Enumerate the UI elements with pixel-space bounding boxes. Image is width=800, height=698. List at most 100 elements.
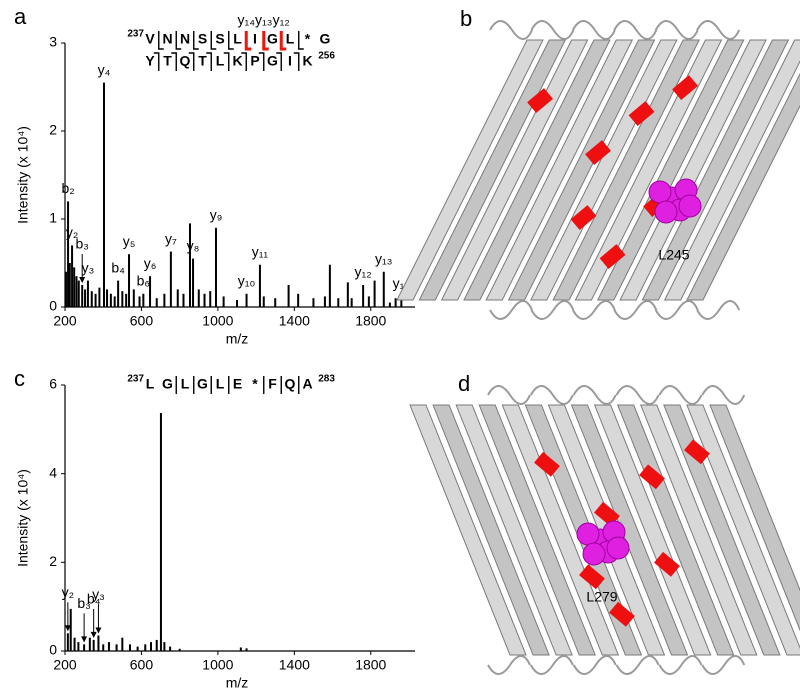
fragment-label: y₁₂ (273, 12, 290, 28)
cleavage-mark (279, 31, 287, 51)
peak (239, 647, 242, 651)
peak (121, 291, 124, 307)
peak-label: y₈ (187, 237, 200, 253)
panel-label: b (460, 6, 472, 31)
peak (245, 648, 248, 651)
residue: * (252, 376, 258, 392)
y-tick-label: 3 (49, 34, 57, 50)
peak (346, 282, 349, 307)
residue: L (216, 53, 225, 69)
residue: Q (285, 376, 296, 392)
beta-strand (640, 404, 758, 656)
labeled-residue (609, 601, 635, 627)
peak (67, 201, 70, 307)
cleavage-mark (293, 52, 300, 71)
peak (94, 293, 97, 307)
residue-sphere (582, 542, 606, 566)
loop (571, 300, 616, 320)
labeled-residue (570, 205, 597, 230)
beta-strand (463, 39, 611, 301)
arrow-head (81, 636, 88, 643)
beta-strand (663, 404, 781, 656)
loop (529, 655, 574, 675)
beta-strand (686, 404, 800, 656)
loop (658, 655, 703, 675)
peak (362, 285, 365, 307)
peak (159, 412, 162, 651)
fragment-label: y₁₃ (255, 12, 272, 28)
y-tick-label: 2 (49, 553, 57, 569)
residue: I (288, 53, 292, 69)
peak (245, 293, 248, 307)
x-tick-label: 1400 (279, 657, 310, 673)
residue: E (233, 376, 242, 392)
beta-strand (593, 404, 712, 656)
peak (136, 646, 139, 651)
peak (68, 263, 71, 307)
residue: A (302, 376, 312, 392)
loop (658, 385, 703, 405)
residue: L (181, 376, 190, 392)
cleavage-mark (262, 31, 269, 51)
peak (77, 642, 80, 651)
peak-label: y₁₂ (355, 264, 372, 280)
peak (102, 644, 105, 651)
peak-label: b₃ (77, 595, 91, 611)
beta-strand (570, 404, 689, 656)
x-tick-label: 1000 (202, 657, 233, 673)
cleavage-mark (171, 52, 177, 71)
loop (613, 300, 658, 320)
labeled-residue (628, 101, 655, 126)
peak (98, 287, 101, 307)
residue: N (162, 31, 172, 47)
peak (388, 302, 391, 307)
peak-label: b₃ (75, 236, 89, 252)
peak (192, 258, 195, 307)
x-axis-label: m/z (226, 331, 249, 347)
peak (86, 280, 89, 307)
peak-label: y₃ (92, 586, 105, 602)
peak (102, 82, 105, 307)
peak-label: b₆ (137, 273, 150, 289)
beta-strand (663, 39, 800, 301)
residue-sphere (576, 522, 600, 546)
cleavage-mark (298, 31, 304, 50)
peak (109, 293, 112, 307)
y-tick-label: 0 (49, 642, 57, 658)
residue-sphere (654, 200, 678, 224)
beta-strand (478, 404, 596, 656)
labeled-residue (585, 140, 611, 165)
cleavage-mark (175, 31, 182, 50)
seq-end: 256 (318, 51, 335, 62)
seq-end: 283 (318, 374, 335, 385)
peak (323, 296, 326, 307)
peak (178, 648, 181, 651)
cleavage-mark (153, 52, 160, 71)
residue: L (233, 31, 242, 47)
peak (274, 298, 277, 307)
residue-sphere (648, 180, 672, 204)
beta-strand (396, 39, 544, 301)
residue: Q (180, 53, 191, 69)
peak (163, 293, 166, 307)
cleavage-mark (206, 52, 212, 71)
loop (615, 385, 660, 405)
loop (613, 20, 658, 40)
labeled-residue (684, 439, 710, 465)
peak (83, 644, 86, 651)
peak-label: y₁₀ (238, 273, 256, 289)
peak-label: y₉ (210, 207, 223, 223)
labeled-residue (599, 244, 626, 269)
peak (163, 642, 166, 651)
loop (701, 655, 746, 675)
peak (84, 289, 87, 307)
y-tick-label: 2 (49, 122, 57, 138)
peak-label: y₅ (123, 233, 136, 249)
peak (297, 293, 300, 307)
arrow-head (90, 631, 97, 638)
y-tick-label: 4 (49, 464, 57, 480)
cleavage-mark (244, 31, 252, 51)
peak (169, 646, 172, 651)
panel-label: d (458, 371, 470, 396)
